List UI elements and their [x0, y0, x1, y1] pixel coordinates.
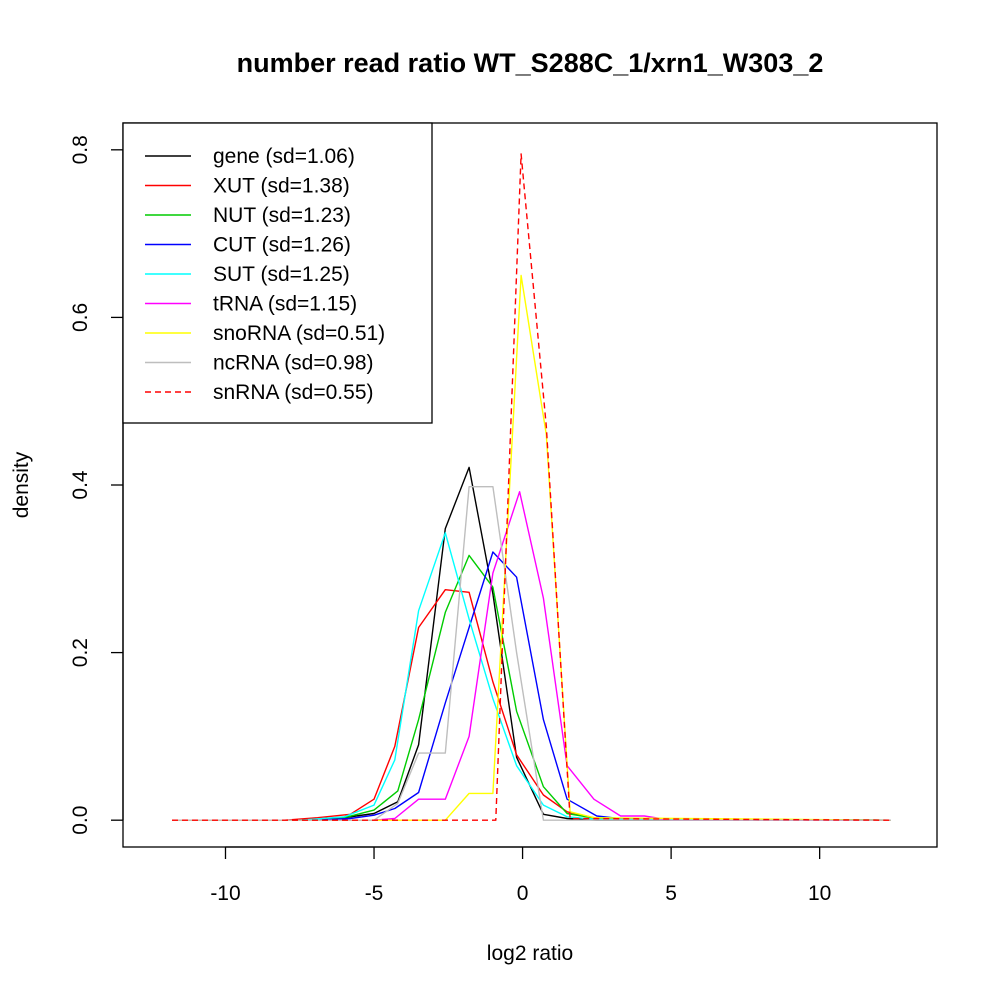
y-tick-label: 0.2	[69, 638, 92, 667]
legend-label: SUT (sd=1.25)	[213, 263, 350, 286]
legend-label: ncRNA (sd=0.98)	[213, 352, 374, 375]
y-axis-label: density	[10, 451, 33, 518]
legend-label: NUT (sd=1.23)	[213, 204, 351, 227]
y-tick-label: 0.6	[69, 303, 92, 332]
series-line	[172, 153, 892, 821]
x-axis-label: log2 ratio	[487, 942, 573, 965]
legend-label: CUT (sd=1.26)	[213, 234, 351, 257]
legend-box	[122, 122, 433, 424]
series-line	[172, 532, 892, 821]
legend-label: tRNA (sd=1.15)	[213, 293, 357, 316]
series-line	[172, 589, 892, 821]
chart-title: number read ratio WT_S288C_1/xrn1_W303_2	[237, 48, 824, 78]
y-axis: 0.0 0.2 0.4 0.6 0.8	[69, 135, 124, 835]
x-tick-label: -10	[210, 882, 240, 905]
series-line	[172, 551, 892, 821]
legend: gene (sd=1.06) XUT (sd=1.38) NUT (sd=1.23)…	[122, 122, 433, 424]
legend-label: snRNA (sd=0.55)	[213, 381, 374, 404]
y-tick-label: 0.0	[69, 806, 92, 835]
x-tick-label: -5	[365, 882, 384, 905]
series-line	[172, 466, 891, 821]
x-axis: -10 -5 0 5 10	[210, 846, 831, 905]
x-tick-label: 5	[665, 882, 677, 905]
series-line	[172, 274, 892, 821]
legend-label: XUT (sd=1.38)	[213, 175, 350, 198]
series-line	[172, 491, 891, 821]
y-tick-label: 0.4	[69, 470, 92, 500]
legend-label: snoRNA (sd=0.51)	[213, 322, 385, 345]
legend-label: gene (sd=1.06)	[213, 145, 355, 168]
series-lines	[172, 153, 892, 821]
x-tick-label: 10	[808, 882, 831, 905]
series-line	[172, 486, 891, 821]
y-tick-label: 0.8	[69, 135, 92, 164]
x-tick-label: 0	[517, 882, 529, 905]
series-line	[172, 554, 892, 821]
